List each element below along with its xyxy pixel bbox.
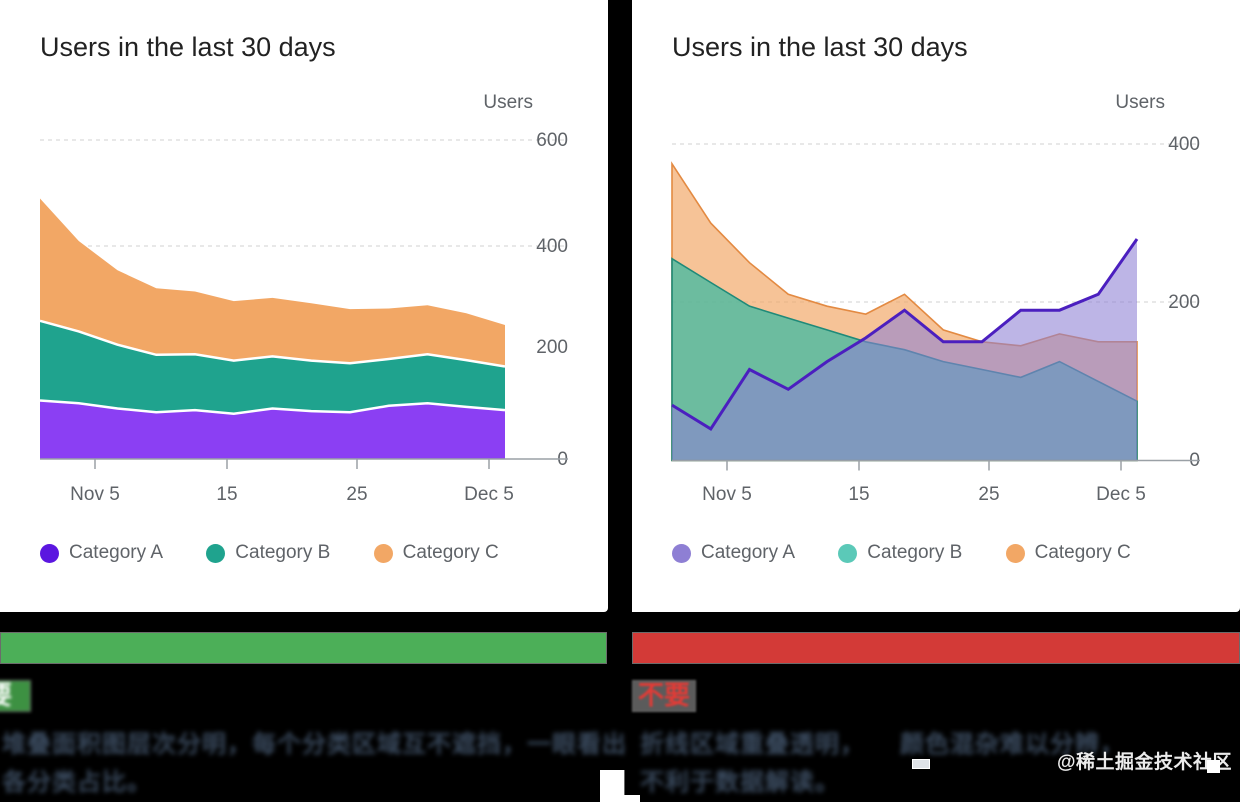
svg-text:200: 200 [1168, 292, 1200, 313]
svg-text:Nov 5: Nov 5 [70, 484, 120, 505]
svg-text:15: 15 [216, 484, 237, 505]
svg-text:200: 200 [536, 337, 568, 358]
svg-text:400: 400 [536, 236, 568, 257]
svg-text:Dec 5: Dec 5 [1096, 484, 1146, 505]
svg-text:25: 25 [346, 484, 367, 505]
svg-text:Dec 5: Dec 5 [464, 484, 514, 505]
svg-text:600: 600 [536, 130, 568, 151]
svg-text:Nov 5: Nov 5 [702, 484, 752, 505]
svg-text:25: 25 [978, 484, 999, 505]
svg-text:15: 15 [848, 484, 869, 505]
svg-text:400: 400 [1168, 134, 1200, 155]
